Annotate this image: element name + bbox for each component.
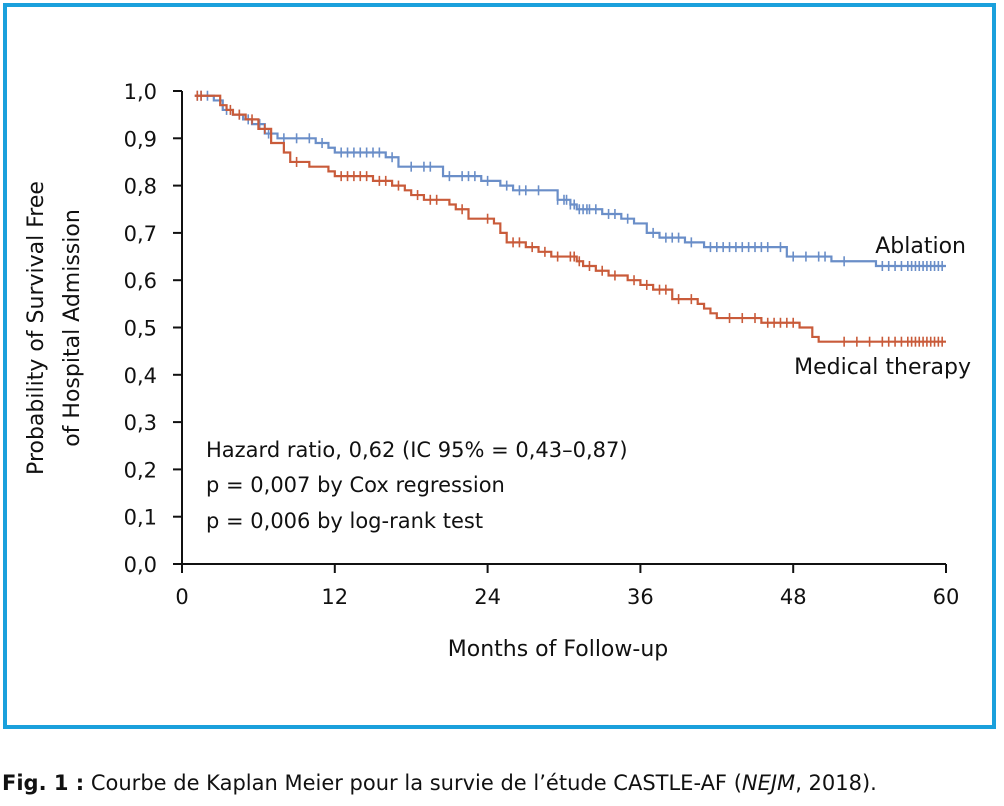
y-tick-label: 0,2 (124, 458, 157, 482)
x-axis-label: Months of Follow-up (448, 637, 668, 662)
x-tick-label: 0 (175, 585, 188, 609)
y-axis-label-line-1: Probability of Survival Free (24, 181, 49, 475)
km-curve (194, 94, 946, 343)
x-tick-label: 60 (933, 585, 960, 609)
y-tick-label: 0,3 (124, 411, 157, 435)
y-tick-label: 0,9 (124, 127, 157, 151)
chart-labels: Ablation Medical therapy Hazard ratio, 0… (24, 181, 971, 662)
caption-label: Fig. 1 : (2, 771, 85, 795)
annotation-cox-p-value: p = 0,007 by Cox regression (206, 473, 505, 497)
km-curve (194, 94, 946, 268)
y-tick-label: 0,8 (124, 175, 157, 199)
chart-axes: 0,0 0,1 0,2 0,3 0,4 0,5 0,6 0,7 0,8 0,9 1,0 0 12 24 36… (124, 80, 960, 609)
chart-curves (194, 90, 946, 347)
y-tick-label: 0,7 (124, 222, 157, 246)
km-chart: 0,0 0,1 0,2 0,3 0,4 0,5 0,6 0,7 0,8 0,9 1,0 0 12 24 36… (24, 80, 971, 662)
caption-journal: NEJM (741, 771, 796, 795)
series-medical-therapy (194, 90, 946, 347)
series-ablation (194, 90, 946, 272)
caption-text-before: Courbe de Kaplan Meier pour la survie de… (84, 771, 742, 795)
y-tick-label: 0,5 (124, 317, 157, 341)
x-tick-label: 36 (627, 585, 654, 609)
series-label-medical-therapy: Medical therapy (794, 355, 971, 380)
x-tick-label: 48 (780, 585, 807, 609)
x-tick-label: 24 (474, 585, 501, 609)
figure-caption: Fig. 1 : Courbe de Kaplan Meier pour la … (2, 771, 877, 795)
y-tick-label: 0,6 (124, 269, 157, 293)
series-label-ablation: Ablation (875, 234, 966, 259)
y-tick-label: 1,0 (124, 80, 157, 104)
figure-frame (3, 3, 996, 729)
y-tick-label: 0,0 (124, 553, 157, 577)
caption-text-after: , 2018). (795, 771, 877, 795)
y-tick-label: 0,4 (124, 364, 157, 388)
y-tick-label: 0,1 (124, 506, 157, 530)
y-axis-label-line-2: of Hospital Admission (60, 209, 85, 447)
x-tick-label: 12 (321, 585, 348, 609)
annotation-logrank-p-value: p = 0,006 by log-rank test (206, 509, 483, 533)
annotation-hazard-ratio: Hazard ratio, 0,62 (IC 95% = 0,43–0,87) (206, 438, 628, 462)
